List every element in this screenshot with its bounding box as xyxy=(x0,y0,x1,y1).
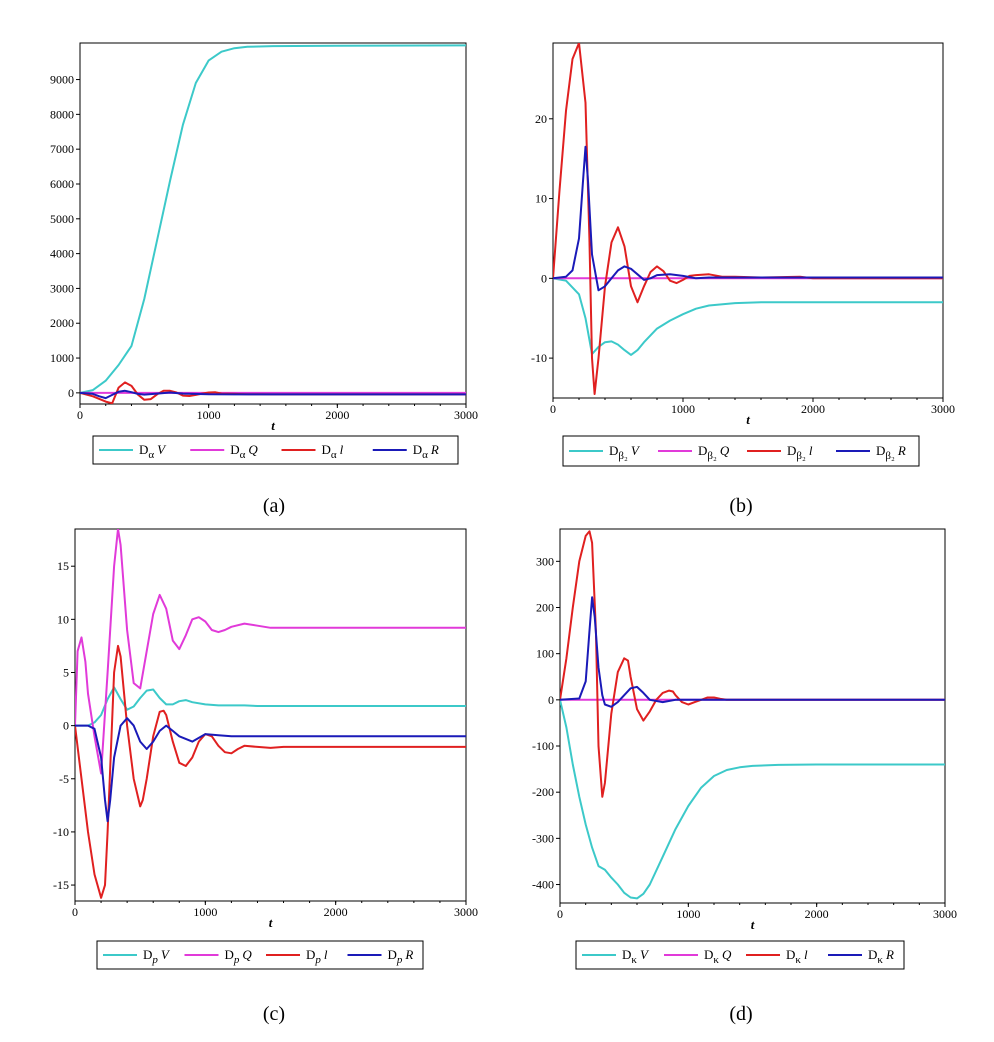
x-tick-label: 0 xyxy=(557,907,563,921)
series-line-cyan xyxy=(560,699,945,900)
series-line-blue xyxy=(560,596,945,708)
x-tick-label: 1000 xyxy=(193,905,217,919)
legend-label: Dα R xyxy=(413,442,439,461)
legend-label: Dκ V xyxy=(622,947,650,966)
y-tick-label: 0 xyxy=(548,693,554,707)
y-tick-label: 0 xyxy=(541,271,547,285)
x-tick-label: 2000 xyxy=(324,905,348,919)
caption-d: (d) xyxy=(729,1003,753,1025)
y-tick-label: 10 xyxy=(57,612,69,626)
x-tick-label: 1000 xyxy=(676,907,700,921)
y-tick-label: 15 xyxy=(57,559,69,573)
plot-frame xyxy=(559,528,946,904)
y-tick-label: 20 xyxy=(535,112,547,126)
y-tick-label: 9000 xyxy=(50,73,74,87)
legend-box xyxy=(575,940,905,970)
series-line-blue xyxy=(75,717,466,823)
caption-b: (b) xyxy=(729,495,753,517)
legend-label: Dκ R xyxy=(868,947,894,966)
x-axis-label: t xyxy=(271,418,275,433)
y-tick-label: 8000 xyxy=(50,107,74,121)
chart-c: 0 1000 2000 3000 -15 -10 -5 0 5 10 15 t Dp V Dp Q Dp l Dp R xyxy=(53,528,478,970)
y-tick-label: 300 xyxy=(536,554,554,568)
series-line-cyan xyxy=(80,44,466,394)
caption-c: (c) xyxy=(262,1003,286,1025)
legend-label: Dα Q xyxy=(230,442,258,461)
y-tick-label: 2000 xyxy=(50,316,74,330)
y-tick-label: 10 xyxy=(535,192,547,206)
y-tick-label: 3000 xyxy=(50,281,74,295)
y-tick-label: -10 xyxy=(531,351,547,365)
x-tick-label: 1000 xyxy=(671,402,695,416)
x-tick-label: 3000 xyxy=(454,905,478,919)
chart-b: 0 1000 2000 3000 -10 0 10 20 t Dβ₂ V Dβ₂ Q Dβ₂ l Dβ₂ R xyxy=(531,42,955,467)
y-tick-label: -5 xyxy=(59,772,69,786)
y-tick-label: -100 xyxy=(532,739,554,753)
legend: Dp V Dp Q Dp l Dp R xyxy=(96,940,424,970)
plot-frame xyxy=(552,42,944,399)
y-tick-label: 1000 xyxy=(50,351,74,365)
y-tick-label: -400 xyxy=(532,878,554,892)
x-tick-label: 3000 xyxy=(931,402,955,416)
y-tick-label: -15 xyxy=(53,878,69,892)
legend: Dκ V Dκ Q Dκ l Dκ R xyxy=(575,940,905,970)
legend-label: Dp Q xyxy=(225,947,253,966)
x-tick-label: 0 xyxy=(550,402,556,416)
x-axis-label: t xyxy=(751,917,755,932)
legend-label: Dp l xyxy=(306,947,328,966)
legend-label: Dα V xyxy=(139,442,167,461)
series-line-cyan xyxy=(553,277,943,356)
series-line-cyan xyxy=(75,686,466,727)
x-tick-label: 2000 xyxy=(325,408,349,422)
series-line-magenta xyxy=(75,529,466,775)
x-axis-label: t xyxy=(746,412,750,427)
y-tick-label: -300 xyxy=(532,831,554,845)
legend: Dα V Dα Q Dα l Dα R xyxy=(92,435,459,465)
y-tick-label: -10 xyxy=(53,825,69,839)
chart-d: 0 1000 2000 3000 -400 -300 -200 -100 0 100 200 300 t… xyxy=(532,528,957,970)
y-tick-label: 4000 xyxy=(50,247,74,261)
caption-a: (a) xyxy=(262,495,286,517)
series-line-red xyxy=(75,644,466,899)
series-line-blue xyxy=(80,389,466,400)
legend-label: Dβ₂ R xyxy=(876,443,906,462)
x-tick-label: 3000 xyxy=(454,408,478,422)
y-tick-label: 200 xyxy=(536,600,554,614)
y-tick-label: 0 xyxy=(63,719,69,733)
x-axis-label: t xyxy=(269,915,273,930)
legend-label: Dκ Q xyxy=(704,947,732,966)
legend: Dβ₂ V Dβ₂ Q Dβ₂ l Dβ₂ R xyxy=(562,435,920,467)
x-tick-label: 2000 xyxy=(801,402,825,416)
series-line-blue xyxy=(553,145,943,292)
legend-label: Dβ₂ l xyxy=(787,443,813,462)
series-line-red xyxy=(560,530,945,798)
y-tick-label: 0 xyxy=(68,386,74,400)
y-tick-label: 6000 xyxy=(50,177,74,191)
y-tick-label: 5000 xyxy=(50,212,74,226)
plot-frame xyxy=(74,528,467,902)
legend-label: Dp R xyxy=(388,947,414,966)
y-tick-label: -200 xyxy=(532,785,554,799)
y-tick-label: 7000 xyxy=(50,142,74,156)
x-tick-label: 2000 xyxy=(805,907,829,921)
series-line-red xyxy=(553,43,943,395)
x-tick-label: 0 xyxy=(72,905,78,919)
legend-label: Dβ₂ Q xyxy=(698,443,730,462)
y-tick-label: 5 xyxy=(63,665,69,679)
x-tick-label: 3000 xyxy=(933,907,957,921)
x-tick-label: 1000 xyxy=(197,408,221,422)
y-tick-label: 100 xyxy=(536,647,554,661)
x-tick-label: 0 xyxy=(77,408,83,422)
chart-a: 0 1000 2000 3000 0 1000 2000 3000 4000 5000 6000 70… xyxy=(50,42,478,465)
legend-label: Dα l xyxy=(322,442,344,461)
legend-label: Dp V xyxy=(143,947,171,966)
legend-label: Dβ₂ V xyxy=(609,443,641,462)
plot-frame xyxy=(79,42,467,405)
legend-label: Dκ l xyxy=(786,947,808,966)
